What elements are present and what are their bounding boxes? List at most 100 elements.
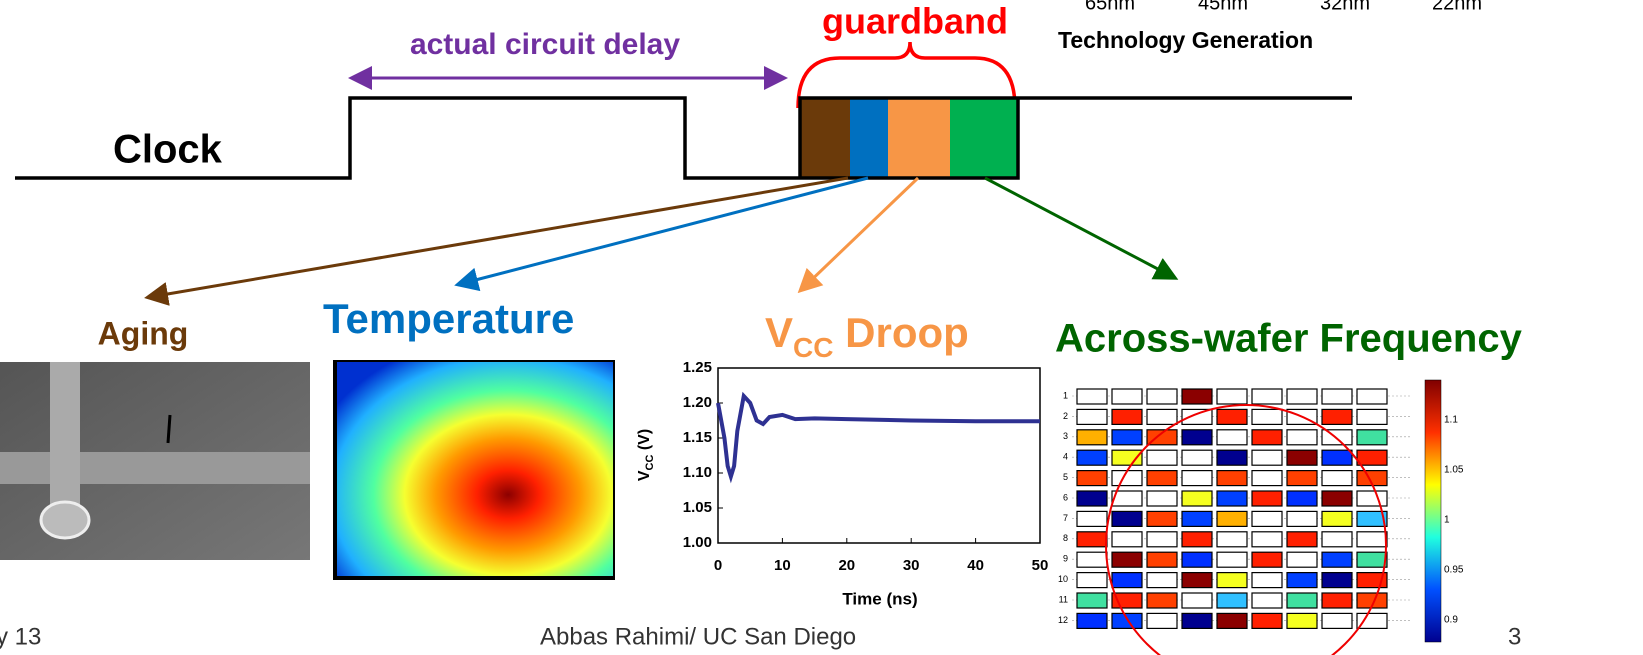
die (1321, 388, 1353, 405)
x-axis-label: Time (ns) (842, 589, 917, 608)
die (1216, 510, 1248, 527)
colorbar-label: 0.95 (1444, 565, 1464, 576)
row-label: 5 (1063, 472, 1068, 482)
die (1076, 408, 1108, 425)
die (1286, 470, 1318, 487)
die (1251, 510, 1283, 527)
die (1076, 531, 1108, 548)
die (1146, 531, 1178, 548)
guardband-label: guardband (822, 1, 1008, 42)
die (1251, 408, 1283, 425)
droop-title-sub: CC (793, 332, 833, 363)
die (1181, 551, 1213, 568)
arrow-droop (797, 176, 920, 294)
die (1181, 429, 1213, 446)
footer-author: Abbas Rahimi/ UC San Diego (540, 623, 856, 650)
die (1076, 388, 1108, 405)
guard-wafer (950, 98, 1018, 178)
row-label: 7 (1063, 513, 1068, 523)
die (1356, 408, 1388, 425)
guard-temp (850, 98, 888, 178)
die (1076, 470, 1108, 487)
die (1321, 490, 1353, 507)
x-tick-label: 50 (1032, 557, 1049, 574)
die (1076, 571, 1108, 589)
wafer-outline (1105, 404, 1387, 655)
die (1356, 510, 1388, 527)
die (1146, 490, 1178, 507)
die (1286, 449, 1318, 466)
die (1076, 551, 1108, 568)
droop-title-main: V (765, 309, 793, 356)
die (1216, 408, 1248, 425)
die (1111, 490, 1143, 507)
die (1181, 571, 1213, 589)
y-axis-label: VCC (V) (636, 429, 656, 481)
die (1321, 470, 1353, 487)
guardband-brace (796, 41, 1017, 109)
die (1076, 449, 1108, 466)
die (1286, 388, 1318, 405)
die (1251, 551, 1283, 568)
die (1216, 531, 1248, 548)
die (1216, 592, 1248, 609)
die (1286, 531, 1318, 548)
arrow-wafer (984, 176, 1179, 280)
die (1216, 429, 1248, 446)
die (1356, 490, 1388, 507)
y-tick-label: 1.25 (683, 359, 712, 376)
y-label-rest: (V) (636, 429, 653, 455)
aging-via (39, 500, 91, 540)
die (1321, 551, 1353, 568)
die (1286, 592, 1318, 609)
y-tick-label: 1.10 (683, 464, 712, 481)
temp-title: Temperature (323, 295, 574, 342)
die (1146, 612, 1178, 630)
x-tick-label: 40 (967, 557, 984, 574)
die (1146, 429, 1178, 446)
die (1321, 510, 1353, 527)
die (1321, 531, 1353, 548)
droop-chart: Time (ns) VCC (V) 1.00 1.05 1.10 1.15 1.20 1.… (636, 359, 1048, 609)
die (1181, 449, 1213, 466)
clock-label: Clock (113, 128, 223, 172)
footer-page: 3 (1508, 623, 1521, 650)
tech-label: 32nm (1320, 0, 1370, 14)
die (1251, 571, 1283, 589)
die (1321, 408, 1353, 425)
droop-line (716, 391, 1040, 484)
arrow-temp (454, 176, 869, 292)
clock-wave (15, 96, 1352, 180)
footer-date: y 13 (0, 623, 41, 650)
row-label: 10 (1058, 574, 1068, 584)
die (1076, 612, 1108, 630)
tech-label: 22nm (1432, 0, 1482, 14)
y-tick-label: 1.00 (683, 534, 712, 551)
aging-title: Aging (98, 315, 189, 351)
die (1146, 449, 1178, 466)
die (1321, 449, 1353, 466)
die (1321, 592, 1353, 609)
die (1356, 531, 1388, 548)
die (1111, 551, 1143, 568)
die (1111, 612, 1143, 630)
die (1286, 510, 1318, 527)
die (1251, 470, 1283, 487)
guard-aging (800, 98, 850, 178)
tech-axis: 65nm 45nm 32nm 22nm Technology Generatio… (1058, 0, 1482, 53)
die (1356, 449, 1388, 466)
delay-label: actual circuit delay (410, 28, 680, 61)
aging-pointer (166, 414, 172, 444)
die (1076, 429, 1108, 446)
die (1181, 388, 1213, 405)
die (1146, 551, 1178, 568)
colorbar-label: 1.1 (1444, 415, 1458, 426)
die (1321, 571, 1353, 589)
die (1286, 612, 1318, 630)
die (1181, 408, 1213, 425)
die (1251, 592, 1283, 609)
die (1111, 429, 1143, 446)
die (1111, 531, 1143, 548)
